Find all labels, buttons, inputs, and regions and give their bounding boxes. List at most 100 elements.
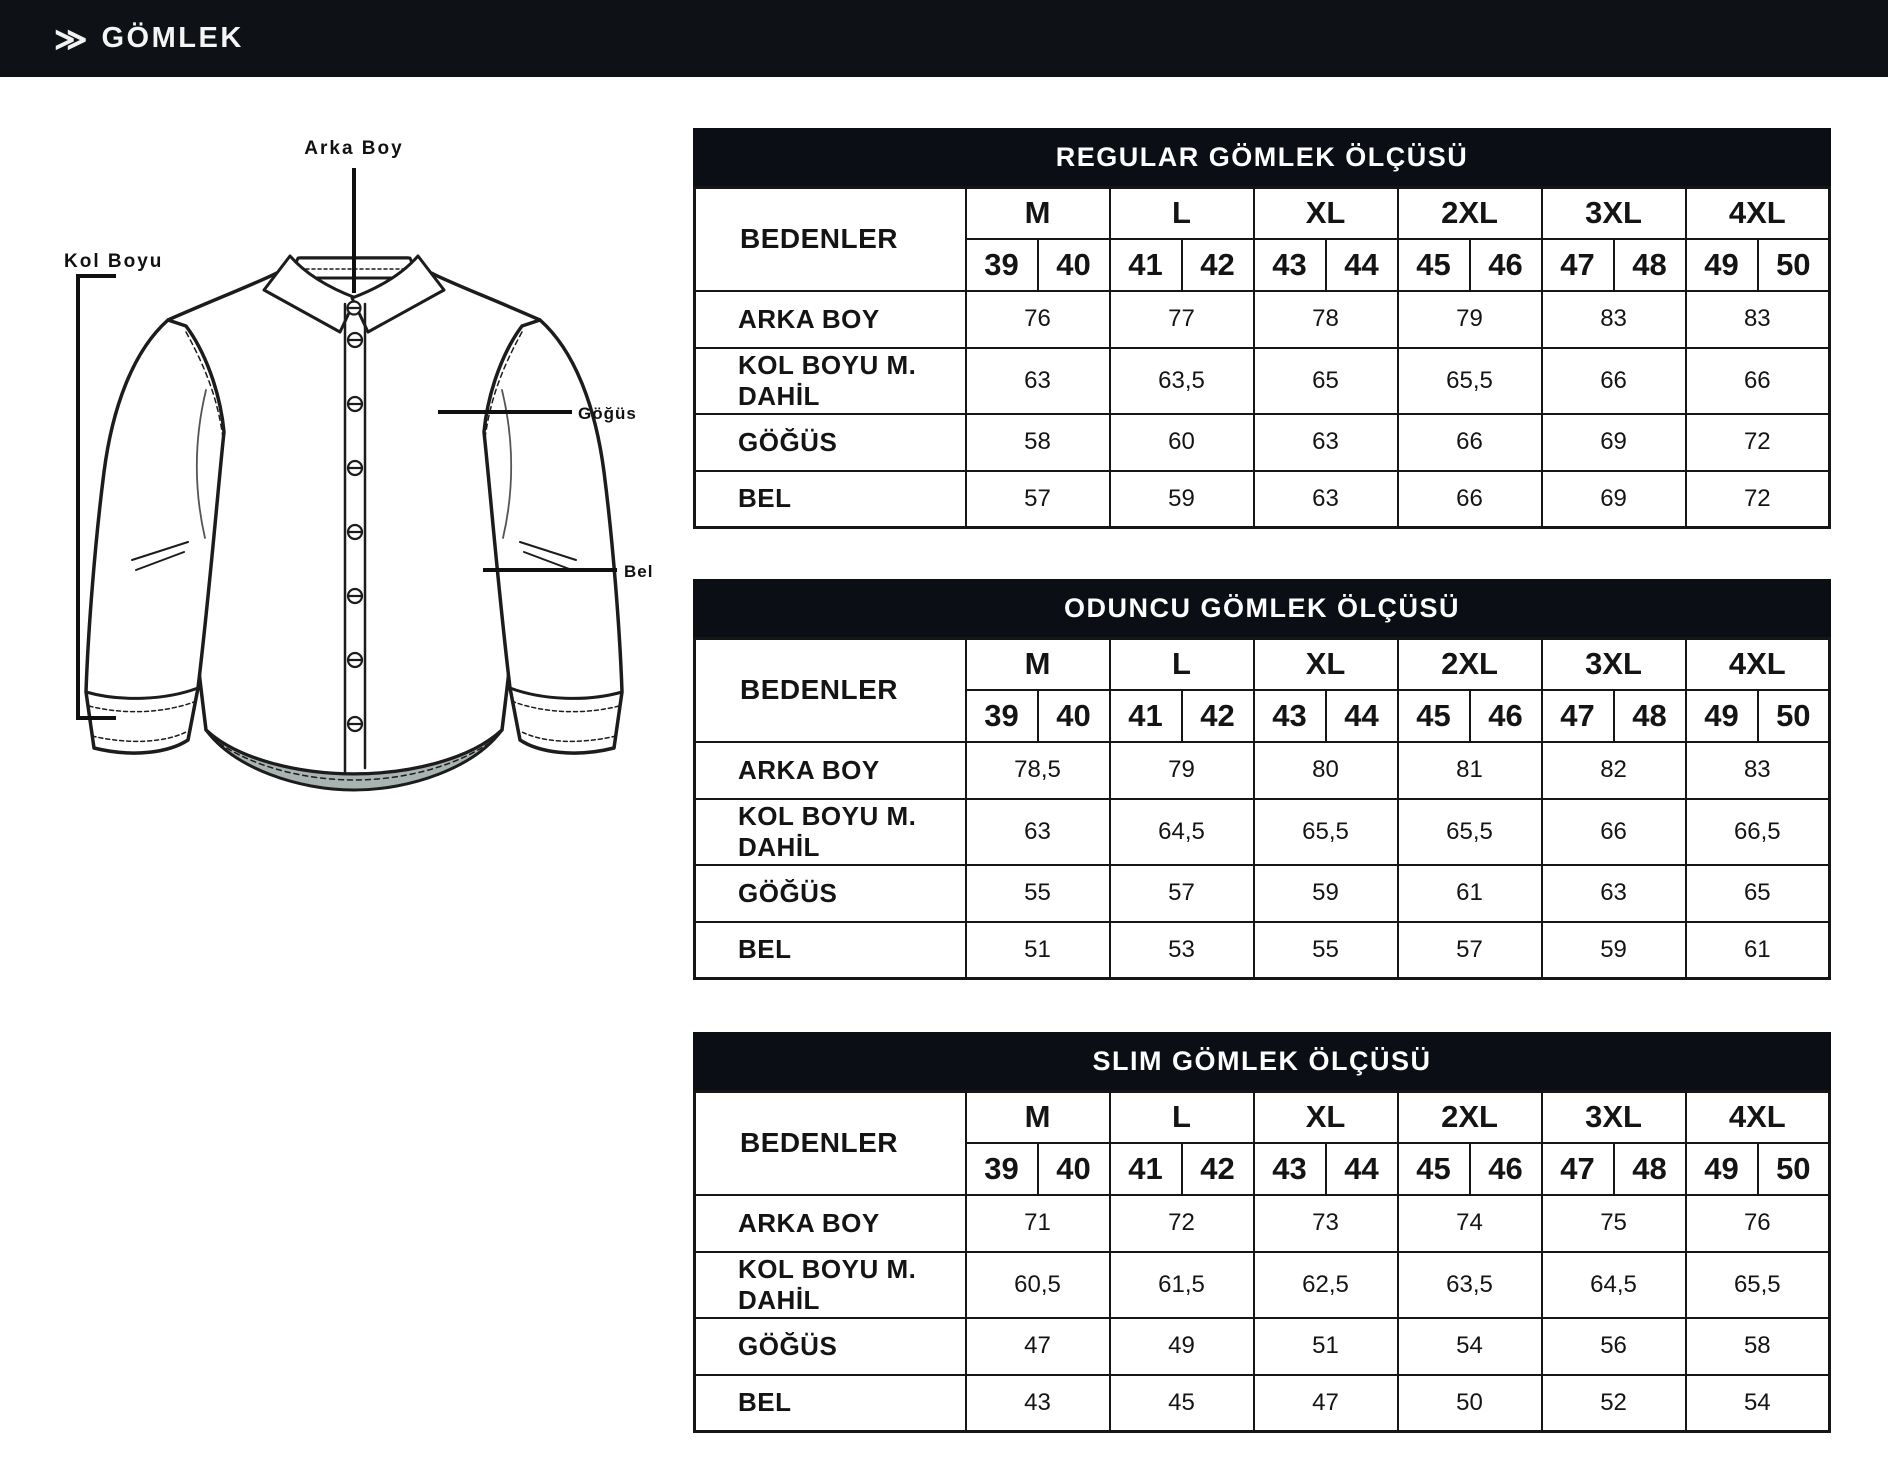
hem-stitching xyxy=(211,737,497,781)
size-number: 41 xyxy=(1108,688,1183,743)
size-group-label-M: M xyxy=(964,186,1111,240)
table-row: ARKA BOY 78,5 79 80 81 82 83 xyxy=(693,740,1831,800)
table-row: BEL 43 45 47 50 52 54 xyxy=(693,1373,1831,1433)
sleeve-creases xyxy=(195,389,513,539)
left-cuff-stitching xyxy=(88,701,195,743)
size-number: 49 xyxy=(1684,688,1759,743)
kol-boyu-bracket xyxy=(76,274,116,720)
size-group-label-L: L xyxy=(1108,637,1255,691)
measure-value: 69 xyxy=(1540,469,1687,529)
measure-value: 74 xyxy=(1396,1193,1543,1253)
measure-value: 63 xyxy=(964,797,1111,866)
gogus-label: Göğüs xyxy=(578,404,637,423)
measure-value: 47 xyxy=(1252,1373,1399,1433)
measure-value: 75 xyxy=(1540,1193,1687,1253)
measure-value: 65,5 xyxy=(1684,1250,1831,1319)
page-title: GÖMLEK xyxy=(101,22,244,54)
measure-row-label: ARKA BOY xyxy=(693,1193,967,1253)
size-number: 47 xyxy=(1540,688,1615,743)
measure-row-label: BEL xyxy=(693,469,967,529)
measure-value: 72 xyxy=(1684,469,1831,529)
size-number: 50 xyxy=(1756,237,1831,292)
size-number: 41 xyxy=(1108,1141,1183,1196)
measure-row-label: KOL BOYU M. DAHİL xyxy=(693,1250,967,1319)
measure-value: 57 xyxy=(1396,920,1543,980)
measure-row-label: GÖĞÜS xyxy=(693,863,967,923)
measure-value: 82 xyxy=(1540,740,1687,800)
size-number: 45 xyxy=(1396,1141,1471,1196)
measure-value: 61 xyxy=(1684,920,1831,980)
measure-row-label: GÖĞÜS xyxy=(693,1316,967,1376)
shirt-hem xyxy=(204,728,504,792)
measure-value: 54 xyxy=(1684,1373,1831,1433)
measure-value: 60 xyxy=(1108,412,1255,472)
measure-value: 71 xyxy=(964,1193,1111,1253)
right-cuff-stitching xyxy=(513,701,620,743)
size-number: 42 xyxy=(1180,1141,1255,1196)
measure-row-label: BEL xyxy=(693,1373,967,1433)
bedenler-label: BEDENLER xyxy=(693,637,967,743)
bedenler-label: BEDENLER xyxy=(693,186,967,292)
measure-value: 61,5 xyxy=(1108,1250,1255,1319)
size-number: 40 xyxy=(1036,1141,1111,1196)
measure-value: 66 xyxy=(1684,346,1831,415)
size-number: 39 xyxy=(964,237,1039,292)
table-row: KOL BOYU M. DAHİL 60,5 61,5 62,5 63,5 64,5 65,… xyxy=(693,1250,1831,1319)
table-row: ARKA BOY 76 77 78 79 83 83 xyxy=(693,289,1831,349)
shirt-diagram: Arka Boy Kol Boyu Göğüs Bel xyxy=(36,90,696,830)
measure-value: 66 xyxy=(1396,412,1543,472)
size-group-label-2XL: 2XL xyxy=(1396,186,1543,240)
table-title-oduncu: ODUNCU GÖMLEK ÖLÇÜSÜ xyxy=(693,579,1831,637)
measure-value: 64,5 xyxy=(1540,1250,1687,1319)
measure-value: 61 xyxy=(1396,863,1543,923)
size-group-label-3XL: 3XL xyxy=(1540,637,1687,691)
size-number: 47 xyxy=(1540,237,1615,292)
size-group-label-3XL: 3XL xyxy=(1540,1090,1687,1144)
measure-row-label: KOL BOYU M. DAHİL xyxy=(693,346,967,415)
size-group-label-2XL: 2XL xyxy=(1396,1090,1543,1144)
measure-value: 59 xyxy=(1252,863,1399,923)
measure-value: 65 xyxy=(1684,863,1831,923)
measure-value: 63 xyxy=(1252,412,1399,472)
measure-value: 53 xyxy=(1108,920,1255,980)
measure-value: 56 xyxy=(1540,1316,1687,1376)
size-grid-slim: BEDENLER M L XL 2XL 3XL 4XL 39 40 41 42 43 44 45 46 47 4… xyxy=(693,1090,1832,1433)
measure-value: 72 xyxy=(1684,412,1831,472)
size-number: 46 xyxy=(1468,1141,1543,1196)
measure-value: 72 xyxy=(1108,1193,1255,1253)
table-row: KOL BOYU M. DAHİL 63 63,5 65 65,5 66 66 xyxy=(693,346,1831,415)
table-title-slim: SLIM GÖMLEK ÖLÇÜSÜ xyxy=(693,1032,1831,1090)
size-number: 42 xyxy=(1180,237,1255,292)
size-number: 43 xyxy=(1252,237,1327,292)
measure-value: 66 xyxy=(1540,797,1687,866)
measure-value: 66 xyxy=(1540,346,1687,415)
size-group-label-4XL: 4XL xyxy=(1684,637,1831,691)
measure-value: 57 xyxy=(964,469,1111,529)
buttons xyxy=(346,300,364,733)
size-number: 44 xyxy=(1324,1141,1399,1196)
size-number: 39 xyxy=(964,688,1039,743)
measure-value: 52 xyxy=(1540,1373,1687,1433)
measure-value: 65,5 xyxy=(1396,346,1543,415)
top-bar: ≫ GÖMLEK xyxy=(0,0,1888,77)
size-number: 45 xyxy=(1396,237,1471,292)
size-number: 42 xyxy=(1180,688,1255,743)
size-number: 48 xyxy=(1612,688,1687,743)
measure-value: 63,5 xyxy=(1108,346,1255,415)
size-group-label-XL: XL xyxy=(1252,1090,1399,1144)
measure-value: 65,5 xyxy=(1252,797,1399,866)
table-row: KOL BOYU M. DAHİL 63 64,5 65,5 65,5 66 66,5 xyxy=(693,797,1831,866)
table-row: BEL 51 53 55 57 59 61 xyxy=(693,920,1831,980)
measure-value: 80 xyxy=(1252,740,1399,800)
size-number: 40 xyxy=(1036,237,1111,292)
size-number: 50 xyxy=(1756,1141,1831,1196)
measure-value: 45 xyxy=(1108,1373,1255,1433)
size-number: 46 xyxy=(1468,688,1543,743)
measure-value: 79 xyxy=(1396,289,1543,349)
size-number: 47 xyxy=(1540,1141,1615,1196)
measure-row-label: ARKA BOY xyxy=(693,289,967,349)
arka-boy-label: Arka Boy xyxy=(304,138,403,159)
size-table-slim: SLIM GÖMLEK ÖLÇÜSÜ BEDENLER M L XL 2XL 3XL 4XL… xyxy=(693,1032,1832,1433)
measure-value: 58 xyxy=(1684,1316,1831,1376)
